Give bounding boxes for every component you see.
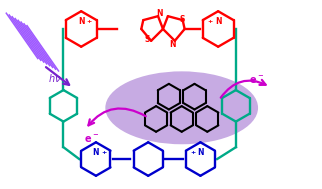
Text: S: S (145, 35, 150, 44)
Text: N: N (170, 40, 176, 49)
Text: N: N (197, 148, 204, 157)
Text: $\mathbf{e^-}$: $\mathbf{e^-}$ (249, 75, 264, 86)
Text: N: N (156, 9, 162, 18)
Text: $h\nu$: $h\nu$ (48, 72, 61, 84)
Text: +: + (101, 150, 107, 155)
Text: S: S (179, 15, 185, 24)
Text: +: + (86, 19, 92, 24)
Text: N: N (93, 148, 99, 157)
Text: $\mathbf{e^-}$: $\mathbf{e^-}$ (83, 134, 99, 145)
Text: N: N (78, 17, 84, 26)
Text: +: + (190, 150, 195, 155)
Text: +: + (208, 19, 213, 24)
Ellipse shape (105, 71, 258, 144)
Text: N: N (215, 17, 222, 26)
